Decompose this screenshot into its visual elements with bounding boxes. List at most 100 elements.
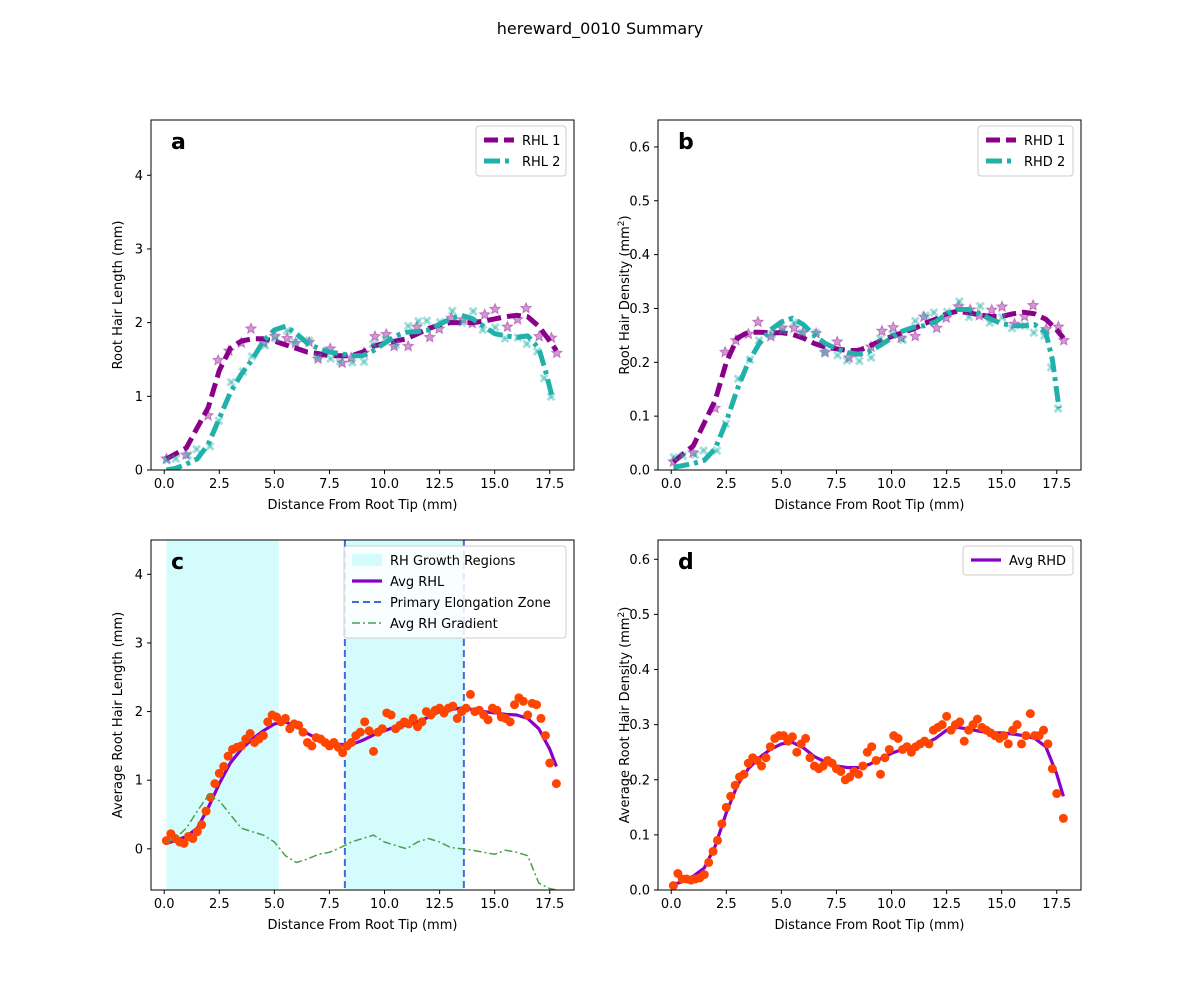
star-marker (401, 339, 415, 352)
panel-c: 0.0 2.5 5.0 7.5 10.0 12.5 15.0 17.5 0 1 2 3 4 Distanc… (111, 539, 575, 933)
x-marker (964, 312, 974, 322)
data-point (858, 761, 868, 771)
x-tick-label: 5.0 (264, 897, 285, 912)
x-tick-label: 7.5 (826, 477, 847, 492)
y-tick-label: 1 (135, 774, 143, 789)
data-point (219, 761, 229, 771)
star-marker (368, 329, 382, 342)
x-marker (854, 356, 864, 366)
data-point (880, 753, 890, 763)
x-marker (929, 308, 939, 318)
data-point (884, 744, 894, 754)
legend-label: RHD 1 (1024, 134, 1065, 149)
data-point (876, 769, 886, 779)
legend-label: RHL 1 (522, 134, 560, 149)
y-tick-label: 0.0 (629, 884, 650, 899)
data-point (294, 720, 304, 730)
x-marker (522, 339, 532, 349)
data-point (461, 703, 471, 713)
y-tick-label: 3 (135, 636, 143, 651)
x-tick-label: 12.5 (425, 897, 454, 912)
legend-label: Avg RH Gradient (390, 617, 498, 632)
data-point (510, 700, 520, 710)
data-point (188, 834, 198, 844)
y-tick-label: 0.6 (629, 140, 650, 155)
data-point (523, 710, 533, 720)
x-marker (833, 350, 843, 360)
y-axis-label: Average Root Hair Length (mm) (111, 612, 126, 818)
y-tick-label: 0.2 (629, 773, 650, 788)
y-tick-label: 0.4 (629, 248, 650, 263)
data-point (532, 700, 542, 710)
data-point (369, 746, 379, 756)
data-point (853, 769, 863, 779)
x-axis-label: Distance From Root Tip (mm) (775, 498, 965, 513)
x-marker (359, 357, 369, 367)
x-tick-label: 17.5 (1042, 477, 1071, 492)
data-point (871, 755, 881, 765)
panel-label: d (678, 550, 694, 575)
data-point (739, 769, 749, 779)
x-marker (457, 318, 467, 328)
x-tick-label: 17.5 (1042, 897, 1071, 912)
data-point (360, 717, 370, 727)
x-axis-label: Distance From Root Tip (mm) (268, 498, 458, 513)
y-tick-label: 0.2 (629, 356, 650, 371)
x-tick-label: 5.0 (264, 477, 285, 492)
star-marker (908, 329, 922, 342)
x-tick-label: 7.5 (319, 897, 340, 912)
y-tick-label: 4 (135, 568, 143, 583)
x-marker (669, 452, 679, 462)
x-tick-label: 15.0 (480, 897, 509, 912)
y-axis-label: Average Root Hair Density (mm2) (617, 607, 633, 824)
data-point (298, 727, 308, 737)
x-tick-label: 5.0 (771, 477, 792, 492)
x-tick-label: 15.0 (480, 477, 509, 492)
x-marker (910, 316, 920, 326)
star-marker (488, 302, 502, 315)
star-marker (1026, 298, 1040, 311)
x-marker (712, 446, 722, 456)
star-marker (500, 320, 514, 333)
star-marker (1057, 333, 1071, 346)
star-marker (379, 327, 393, 340)
x-marker (368, 339, 378, 349)
x-tick-label: 5.0 (771, 897, 792, 912)
x-marker (326, 354, 336, 364)
y-tick-label: 0.0 (629, 464, 650, 479)
data-point (452, 713, 462, 723)
data-point (408, 713, 418, 723)
x-tick-label: 10.0 (877, 477, 906, 492)
data-point (448, 701, 458, 711)
x-marker (191, 444, 202, 454)
data-point (937, 720, 947, 730)
y-tick-label: 3 (135, 242, 143, 257)
x-marker (1053, 403, 1063, 414)
x-marker (290, 337, 300, 347)
x-tick-label: 15.0 (987, 477, 1016, 492)
y-tick-label: 0.3 (629, 302, 650, 317)
y-tick-label: 0.1 (629, 828, 650, 843)
x-marker (920, 310, 931, 321)
data-point (1039, 725, 1049, 735)
data-point (730, 780, 740, 790)
data-point (1043, 739, 1053, 749)
y-tick-label: 0.5 (629, 608, 650, 623)
x-marker (778, 325, 788, 335)
y-axis-label: Root Hair Length (mm) (111, 221, 126, 370)
y-tick-label: 1 (135, 390, 143, 405)
star-marker (244, 321, 258, 335)
axes-frame (657, 539, 1082, 891)
data-point (210, 779, 220, 789)
data-point (721, 802, 731, 812)
data-point (307, 741, 317, 751)
data-point (708, 846, 718, 856)
star-marker (985, 303, 999, 316)
legend-label: RHD 2 (1024, 155, 1065, 170)
y-tick-label: 2 (135, 316, 143, 331)
data-point (483, 715, 493, 725)
star-marker (268, 329, 282, 342)
star-marker (311, 351, 325, 365)
x-tick-label: 0.0 (154, 897, 175, 912)
